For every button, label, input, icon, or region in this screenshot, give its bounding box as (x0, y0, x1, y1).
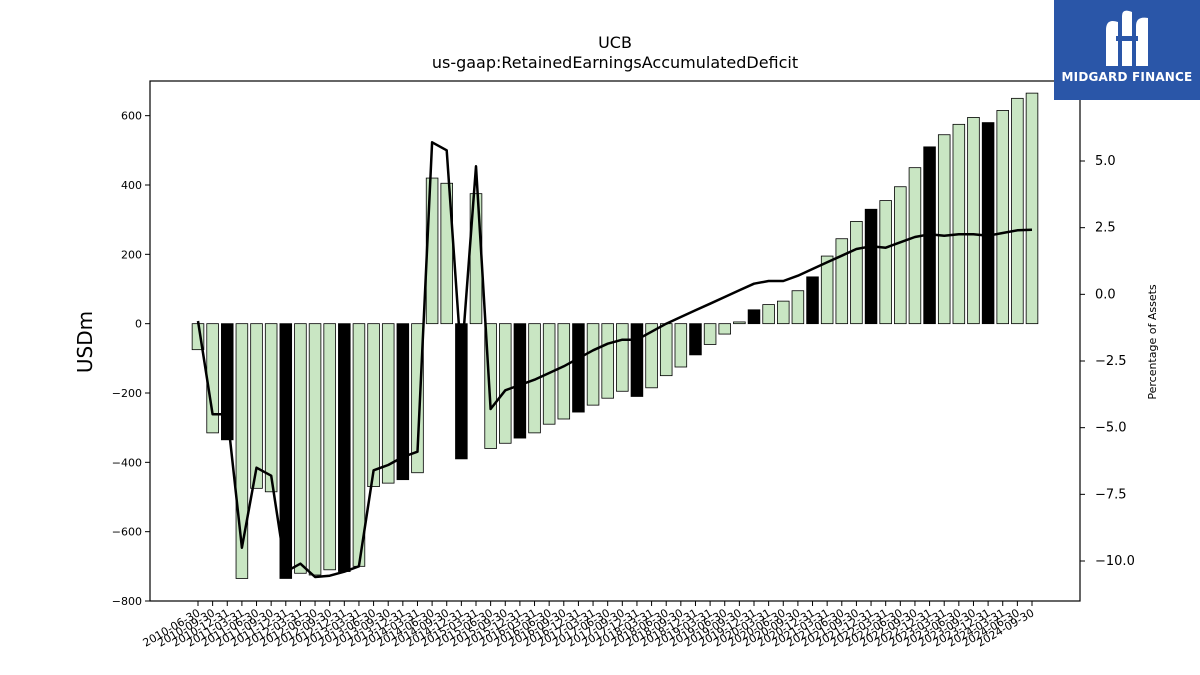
bar-2020-06-30 (777, 300, 790, 325)
bar-2013-03-31 (352, 323, 366, 567)
bar-2012-09-30 (323, 323, 336, 571)
bar-2018-12-31 (689, 323, 702, 356)
bar-2015-06-30 (484, 323, 497, 449)
bar-2024-03-31 (996, 110, 1009, 325)
bar-2013-12-31 (396, 323, 410, 481)
y-tick-label: −800 (112, 595, 142, 608)
bar-2017-12-31 (630, 323, 644, 397)
bar-2017-03-31 (586, 323, 600, 406)
bar-2016-12-31 (572, 323, 585, 413)
bar-2014-09-30 (440, 182, 453, 325)
x-axis: 2010-06-302010-09-302010-12-312011-03-31… (141, 601, 1037, 650)
chart-title: UCB (598, 33, 632, 52)
bar-2021-09-30 (850, 220, 863, 325)
y-tick-label: −200 (112, 387, 142, 400)
bar-2021-06-30 (835, 238, 849, 325)
bar-2011-03-31 (235, 323, 249, 579)
y2-tick-label: 2.5 (1095, 221, 1116, 236)
y2-tick-label: 0.0 (1095, 287, 1116, 302)
percentage-of-assets-line (196, 141, 1033, 579)
bar-2020-03-31 (762, 304, 775, 325)
bar-2023-06-30 (952, 123, 966, 325)
bar-2015-12-31 (513, 323, 527, 439)
y-tick-label: 600 (121, 110, 142, 123)
bar-2011-06-30 (250, 323, 263, 489)
bar-2016-09-30 (557, 323, 571, 420)
bar-2014-12-31 (455, 323, 468, 460)
y-axis-label: USDm (73, 311, 97, 373)
bar-2010-12-31 (221, 323, 234, 441)
bar-2020-12-31 (806, 276, 819, 325)
chart-subtitle: us-gaap:RetainedEarningsAccumulatedDefic… (432, 53, 798, 72)
bar-2022-03-31 (879, 200, 892, 325)
bar-2023-03-31 (937, 134, 951, 325)
midgard-finance-logo: MIDGARD FINANCE (1054, 0, 1200, 100)
bar-2014-03-31 (411, 323, 424, 474)
bar-2023-12-31 (981, 122, 995, 325)
bar-2021-03-31 (820, 255, 834, 325)
bar-series (191, 92, 1039, 579)
bar-2024-06-30 (1011, 97, 1024, 325)
bar-2019-09-30 (733, 321, 746, 325)
bar-2017-09-30 (616, 323, 629, 392)
bar-2023-09-30 (967, 117, 980, 325)
bar-2018-03-31 (645, 323, 658, 389)
bar-2021-12-31 (864, 208, 878, 325)
y2-tick-label: −7.5 (1095, 487, 1127, 502)
y-tick-label: −400 (112, 456, 142, 469)
bar-2022-09-30 (908, 167, 922, 325)
bar-2018-06-30 (659, 323, 673, 377)
bar-2019-06-30 (718, 323, 731, 335)
y-tick-label: 400 (121, 179, 142, 192)
bar-2019-12-31 (747, 309, 761, 325)
bar-2022-06-30 (894, 186, 907, 325)
bar-2015-09-30 (499, 323, 512, 444)
bar-2020-09-30 (791, 290, 805, 325)
bar-2010-09-30 (206, 323, 219, 434)
y2-axis-label: Percentage of Assets (1146, 284, 1159, 400)
y-tick-label: −600 (112, 526, 142, 539)
line-series (196, 141, 1033, 579)
y2-axis: −10.0 −7.5 −5.0 −2.5 0.0 2.5 5.0 (1080, 154, 1135, 569)
bar-2012-03-31 (294, 323, 307, 574)
bar-2011-09-30 (264, 323, 278, 493)
bar-2017-06-30 (601, 323, 614, 399)
bar-2012-06-30 (308, 323, 322, 576)
plot-frame (149, 80, 1081, 602)
y-tick-label: 0 (135, 318, 142, 331)
y-axis: −800 −600 −400 −200 0 200 400 600 (112, 110, 150, 608)
logo-mark-icon (1106, 10, 1148, 67)
logo-text: MIDGARD FINANCE (1061, 70, 1193, 84)
bar-2024-09-30 (1025, 92, 1039, 325)
bar-2019-03-31 (703, 323, 717, 345)
bar-2012-12-31 (338, 323, 351, 572)
y-tick-label: 200 (121, 248, 142, 261)
y2-tick-label: −5.0 (1095, 421, 1127, 436)
y2-tick-label: 5.0 (1095, 154, 1116, 169)
bar-2011-12-31 (279, 323, 293, 579)
y2-tick-label: −10.0 (1095, 554, 1135, 569)
bar-2013-06-30 (367, 323, 380, 487)
y2-tick-label: −2.5 (1095, 354, 1127, 369)
axes (149, 80, 1081, 602)
bar-2013-09-30 (381, 323, 395, 484)
bar-2018-09-30 (674, 323, 688, 368)
